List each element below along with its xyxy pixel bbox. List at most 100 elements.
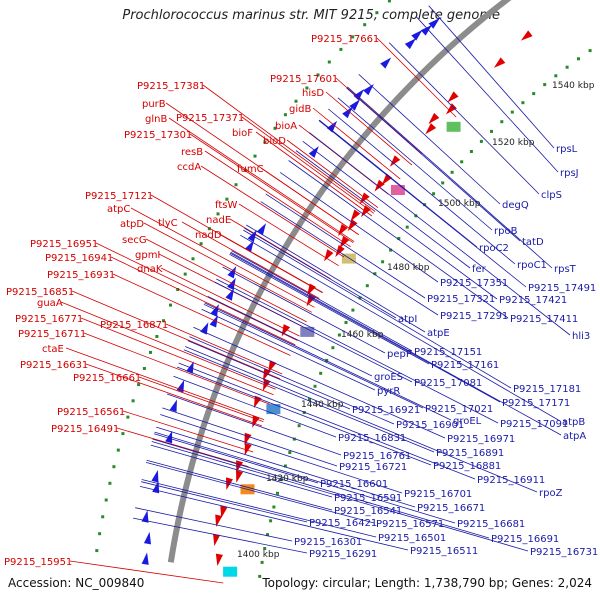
gene-label[interactable]: rpoB bbox=[494, 226, 518, 237]
gene-label[interactable]: P9215_17181 bbox=[513, 384, 581, 395]
gene-label[interactable]: ftsW bbox=[215, 200, 237, 211]
gene-label[interactable]: P9215_16601 bbox=[320, 479, 388, 490]
gene-label[interactable]: atpI bbox=[398, 314, 417, 325]
gene-label[interactable]: P9215_16871 bbox=[100, 320, 168, 331]
gene-label[interactable]: P9215_16561 bbox=[57, 407, 125, 418]
gene-label[interactable]: P9215_16291 bbox=[309, 549, 377, 560]
gene-label[interactable]: atpC bbox=[107, 204, 130, 215]
gene-label[interactable]: P9215_17351 bbox=[440, 278, 508, 289]
gene-label[interactable]: P9215_15951 bbox=[4, 557, 72, 568]
gene-label[interactable]: gidB bbox=[289, 104, 311, 115]
gene-label[interactable]: resB bbox=[181, 147, 203, 158]
reverse-gene-arrow bbox=[141, 552, 149, 565]
gene-label[interactable]: ctaE bbox=[42, 344, 64, 355]
gene-label[interactable]: groEL bbox=[453, 416, 482, 427]
gene-label[interactable]: P9215_16511 bbox=[410, 546, 478, 557]
gene-label[interactable]: P9215_16541 bbox=[334, 506, 402, 517]
gene-label[interactable]: P9215_16891 bbox=[436, 448, 504, 459]
gene-label[interactable]: glnB bbox=[145, 114, 167, 125]
gene-label[interactable]: hisD bbox=[302, 88, 324, 99]
gene-label[interactable]: P9215_17381 bbox=[137, 81, 205, 92]
gene-label[interactable]: P9215_17491 bbox=[528, 283, 596, 294]
gene-label[interactable]: P9215_16731 bbox=[530, 547, 598, 558]
gene-label[interactable]: P9215_17301 bbox=[124, 130, 192, 141]
gene-label[interactable]: P9215_16881 bbox=[433, 461, 501, 472]
gene-label[interactable]: purB bbox=[142, 99, 166, 110]
label-leader-line bbox=[178, 362, 476, 480]
gene-label[interactable]: P9215_16571 bbox=[376, 519, 444, 530]
gene-label[interactable]: bioF bbox=[232, 128, 253, 139]
gene-label[interactable]: P9215_16911 bbox=[477, 475, 545, 486]
gene-label[interactable]: P9215_17411 bbox=[510, 314, 578, 325]
gene-label[interactable]: bioA bbox=[275, 121, 297, 132]
gene-label[interactable]: P9215_16721 bbox=[339, 462, 407, 473]
gene-label[interactable]: P9215_17321 bbox=[427, 294, 495, 305]
gene-label[interactable]: dnaK bbox=[137, 264, 163, 275]
gene-label[interactable]: P9215_16971 bbox=[447, 434, 515, 445]
gene-label[interactable]: rpsL bbox=[556, 144, 578, 155]
gene-label[interactable]: P9215_16901 bbox=[396, 420, 464, 431]
gene-label[interactable]: P9215_16631 bbox=[20, 360, 88, 371]
gene-label[interactable]: nadD bbox=[195, 230, 222, 241]
gene-label[interactable]: P9215_16761 bbox=[343, 451, 411, 462]
gene-label[interactable]: P9215_16421 bbox=[309, 518, 377, 529]
gene-label[interactable]: fer bbox=[472, 264, 487, 275]
gene-label[interactable]: P9215_17151 bbox=[414, 347, 482, 358]
reverse-gene-arrow bbox=[342, 106, 353, 119]
gene-label[interactable]: atpD bbox=[120, 219, 144, 230]
gene-label[interactable]: P9215_16591 bbox=[334, 493, 402, 504]
gene-label[interactable]: P9215_17021 bbox=[425, 404, 493, 415]
gene-label[interactable]: P9215_17661 bbox=[311, 34, 379, 45]
gene-label[interactable]: rpsJ bbox=[560, 168, 579, 179]
gene-label[interactable]: P9215_16851 bbox=[6, 287, 74, 298]
gene-label[interactable]: guaA bbox=[37, 298, 63, 309]
gene-label[interactable]: P9215_16501 bbox=[378, 533, 446, 544]
gene-label[interactable]: P9215_17121 bbox=[85, 191, 153, 202]
gc-dot bbox=[577, 57, 580, 61]
gene-label[interactable]: atpE bbox=[427, 328, 450, 339]
gene-label[interactable]: pyrR bbox=[377, 386, 400, 397]
gene-label[interactable]: P9215_17601 bbox=[270, 74, 338, 85]
gene-label[interactable]: P9215_16491 bbox=[51, 424, 119, 435]
gene-label[interactable]: P9215_16771 bbox=[15, 314, 83, 325]
gene-label[interactable]: nadE bbox=[206, 215, 231, 226]
gene-label[interactable]: P9215_16941 bbox=[45, 253, 113, 264]
gene-label[interactable]: rpoZ bbox=[539, 488, 563, 499]
gene-label[interactable]: clpS bbox=[541, 190, 562, 201]
gene-label[interactable]: atpA bbox=[563, 431, 586, 442]
label-leader-line bbox=[160, 414, 403, 494]
gene-label[interactable]: tlyC bbox=[158, 218, 178, 229]
gene-label[interactable]: P9215_16671 bbox=[417, 503, 485, 514]
gene-label[interactable]: hli3 bbox=[572, 331, 590, 342]
gene-label[interactable]: rpsT bbox=[554, 264, 577, 275]
gene-label[interactable]: degQ bbox=[502, 200, 529, 211]
gene-label[interactable]: P9215_17091 bbox=[500, 419, 568, 430]
gene-label[interactable]: rpoC1 bbox=[517, 260, 547, 271]
gene-label[interactable]: P9215_16711 bbox=[18, 329, 86, 340]
gene-label[interactable]: fumC bbox=[237, 164, 264, 175]
gene-label[interactable]: P9215_16681 bbox=[457, 519, 525, 530]
gene-label[interactable]: rpoC2 bbox=[479, 243, 509, 254]
gene-label[interactable]: P9215_17371 bbox=[176, 113, 244, 124]
gene-label[interactable]: pepP bbox=[387, 349, 412, 360]
gene-label[interactable]: P9215_17291 bbox=[440, 311, 508, 322]
gene-label[interactable]: groES bbox=[374, 372, 403, 383]
gene-label[interactable]: P9215_16701 bbox=[404, 489, 472, 500]
gene-label[interactable]: P9215_16931 bbox=[47, 270, 115, 281]
gene-label[interactable]: P9215_17161 bbox=[431, 360, 499, 371]
gene-label[interactable]: P9215_16691 bbox=[491, 534, 559, 545]
gene-label[interactable]: P9215_16301 bbox=[294, 537, 362, 548]
gene-label[interactable]: gpmI bbox=[135, 250, 160, 261]
gene-label[interactable]: secG bbox=[122, 235, 147, 246]
gene-label[interactable]: tatD bbox=[522, 237, 544, 248]
gene-label[interactable]: atpB bbox=[562, 417, 585, 428]
gene-label[interactable]: P9215_17081 bbox=[414, 378, 482, 389]
gene-label[interactable]: P9215_16921 bbox=[352, 405, 420, 416]
gene-label[interactable]: bioD bbox=[263, 136, 286, 147]
gene-label[interactable]: P9215_16951 bbox=[30, 239, 98, 250]
gene-label[interactable]: ccdA bbox=[177, 162, 201, 173]
gene-label[interactable]: P9215_16831 bbox=[338, 433, 406, 444]
gene-label[interactable]: P9215_16661 bbox=[73, 373, 141, 384]
gene-label[interactable]: P9215_17421 bbox=[499, 295, 567, 306]
gene-label[interactable]: P9215_17171 bbox=[502, 398, 570, 409]
